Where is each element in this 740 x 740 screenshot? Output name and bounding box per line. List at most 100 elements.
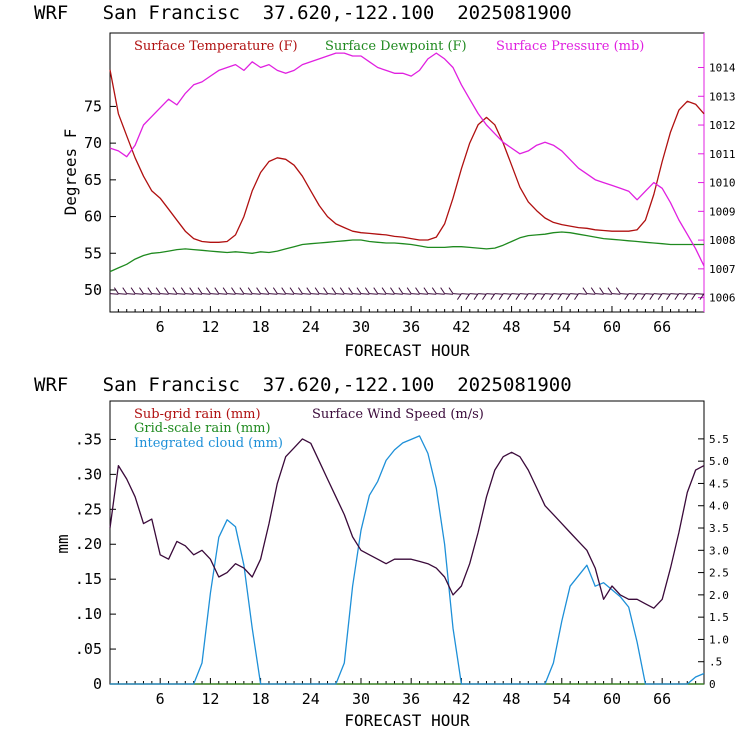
wind-barb-shaft [193, 293, 203, 295]
wind-barb-shaft [427, 293, 437, 295]
wind-barb-shaft [695, 293, 705, 295]
x-tick-label: 36 [402, 690, 420, 708]
wind-barb-flag [532, 293, 538, 300]
wind-barb-shaft [227, 293, 236, 295]
legend-dewpoint: Surface Dewpoint (F) [325, 39, 467, 54]
wind-barb-flag [498, 293, 504, 300]
y2-tick-label: 1009 [709, 205, 736, 218]
x-tick-label: 60 [603, 318, 621, 336]
wind-barb-flag [122, 287, 128, 294]
legend-pressure: Surface Pressure (mb) [496, 39, 644, 54]
wind-barb-flag [582, 287, 588, 294]
bottom-y-axis-label: mm [53, 534, 72, 553]
wind-barb-shaft [285, 293, 295, 295]
wind-barb-flag [197, 287, 203, 294]
x-tick-label: 48 [503, 318, 521, 336]
y2-tick-label: 1012 [709, 119, 736, 132]
top-y2-ticks: 1006 1007 1008 1009 1010 1011 1012 1013 1014 [698, 62, 736, 305]
wind-barb-shaft [201, 293, 211, 295]
wind-barb-flag [281, 287, 287, 294]
wind-barb-shaft [478, 293, 487, 295]
wind-barb-flag [231, 287, 236, 294]
wind-barb-shaft [637, 293, 646, 295]
y-tick-label: 55 [84, 244, 102, 262]
wind-barb-shaft [360, 293, 370, 295]
wind-barb-shaft [452, 293, 462, 295]
wind-barb-shaft [528, 293, 537, 295]
wind-barb-flag [607, 287, 613, 294]
wind-barb-flag [155, 287, 161, 294]
wind-barb-shaft [302, 293, 311, 295]
wind-barb-shaft [611, 293, 621, 295]
wind-barb-shaft [252, 293, 261, 295]
bottom-y-ticks: 0 .05 .10 .15 .20 .25 .30 .35 [75, 430, 116, 693]
bottom-x-ticks: 6 12 18 24 30 36 42 48 54 60 66 [117, 678, 697, 708]
wind-barb-flag [373, 287, 379, 294]
wind-barb-flag [482, 293, 487, 300]
wind-barb-shaft [327, 293, 336, 295]
y2-tick-label: 1.0 [709, 633, 729, 646]
wind-barb-shaft [578, 293, 587, 295]
integrated-cloud-mm-line [110, 435, 705, 685]
y-tick-label: 60 [84, 208, 102, 226]
x-tick-label: 18 [252, 690, 270, 708]
surface-temperature-f-line [109, 69, 705, 243]
wind-barb-flag [515, 293, 521, 300]
wind-barb-shaft [218, 293, 228, 295]
wind-barb-flag [632, 293, 638, 300]
y2-tick-label: 2.5 [709, 567, 729, 580]
wind-barb-shaft [377, 293, 387, 295]
wind-barb-flag [590, 287, 596, 294]
x-tick-label: 54 [553, 690, 571, 708]
wind-barb-flag [473, 293, 479, 300]
wind-barb-shaft [210, 293, 219, 295]
bottom-y2-ticks: 0 .5 1.0 1.5 2.0 2.5 3.0 3.5 4.0 4.5 5.0 5.5 [698, 433, 729, 691]
y-tick-label: .15 [75, 570, 102, 588]
wind-barb-shaft [653, 293, 663, 295]
x-tick-label: 24 [302, 690, 320, 708]
x-tick-label: 66 [653, 318, 671, 336]
y2-tick-label: 3.0 [709, 544, 729, 557]
wind-barb-flag [130, 287, 136, 294]
x-tick-label: 42 [452, 690, 470, 708]
y2-tick-label: 4.5 [709, 477, 729, 490]
wind-barb-flag [172, 287, 178, 294]
wind-barb-flag [691, 293, 697, 300]
wind-barb-flag [674, 293, 680, 300]
x-tick-label: 6 [156, 690, 165, 708]
wind-barb-shaft [603, 293, 613, 295]
wind-barb-flag [298, 287, 303, 294]
wind-barb-shaft [135, 293, 144, 295]
y2-tick-label: 1011 [709, 148, 736, 161]
y2-tick-label: 1010 [709, 177, 736, 190]
wind-barb-flag [164, 287, 169, 294]
wind-barb-flag [599, 287, 605, 294]
wind-barb-shaft [586, 293, 596, 295]
precipitation-panel: WRF San Francisc 37.620,-122.100 2025081… [34, 374, 729, 730]
top-y-ticks: 50 55 60 65 70 75 [84, 97, 116, 299]
wind-barb-flag [306, 287, 312, 294]
y-tick-label: .10 [75, 605, 102, 623]
wind-barb-shaft [561, 293, 571, 295]
legend-wind-speed: Surface Wind Speed (m/s) [312, 407, 484, 422]
wind-barb-flag [431, 287, 437, 294]
wind-barb-shaft [394, 293, 403, 295]
x-tick-label: 54 [553, 318, 571, 336]
bottom-panel-title: WRF San Francisc 37.620,-122.100 2025081… [34, 374, 572, 396]
wind-barb-flag [390, 287, 395, 294]
wind-barb-flag [214, 287, 220, 294]
y-tick-label: .30 [75, 465, 102, 483]
wind-barb-flag [465, 293, 471, 300]
wind-barb-shaft [243, 293, 253, 295]
x-tick-label: 30 [352, 318, 370, 336]
wind-barb-flag [548, 293, 554, 300]
y-tick-label: 70 [84, 134, 102, 152]
wind-barb-shaft [545, 293, 554, 295]
y2-tick-label: 1013 [709, 90, 736, 103]
wind-barb-shaft [386, 293, 395, 295]
x-tick-label: 36 [402, 318, 420, 336]
wind-barb-flag [490, 293, 496, 300]
wind-barb-shaft [294, 293, 303, 295]
wind-barb-shaft [595, 293, 604, 295]
